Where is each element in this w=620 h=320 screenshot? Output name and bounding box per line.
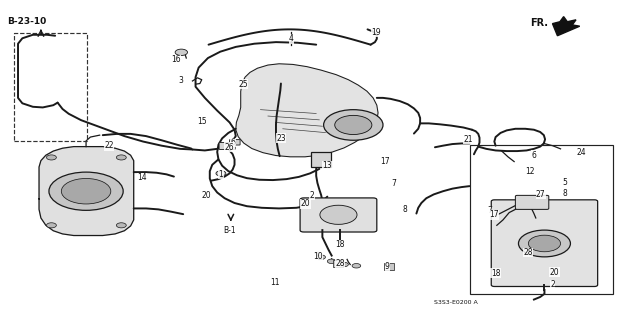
Text: 27: 27	[536, 189, 546, 199]
Circle shape	[46, 223, 56, 228]
Text: 6: 6	[531, 151, 536, 160]
Text: 18: 18	[491, 268, 500, 278]
Text: 1: 1	[218, 170, 223, 179]
Text: 7: 7	[487, 206, 492, 215]
Text: 12: 12	[525, 167, 534, 176]
Text: 26: 26	[225, 143, 234, 152]
Bar	[333, 260, 343, 268]
Text: 5: 5	[562, 178, 567, 187]
Text: 2: 2	[309, 190, 314, 200]
Circle shape	[335, 116, 372, 134]
Text: 14: 14	[137, 173, 146, 182]
Text: B-23-10: B-23-10	[7, 17, 46, 26]
Circle shape	[528, 235, 560, 252]
Text: 16: 16	[171, 55, 180, 64]
Circle shape	[352, 264, 361, 268]
Polygon shape	[39, 147, 134, 236]
Text: 11: 11	[270, 278, 280, 287]
Circle shape	[340, 262, 348, 267]
Text: 20: 20	[202, 190, 211, 200]
Text: 17: 17	[489, 210, 498, 219]
Text: 25: 25	[238, 80, 248, 89]
Circle shape	[61, 179, 111, 204]
Circle shape	[49, 172, 123, 210]
Polygon shape	[236, 64, 378, 157]
FancyBboxPatch shape	[515, 196, 549, 209]
Text: FR.: FR.	[530, 18, 548, 28]
Circle shape	[117, 155, 126, 160]
Text: 8: 8	[402, 205, 407, 214]
Text: 6: 6	[231, 138, 236, 147]
Text: 28: 28	[523, 248, 533, 257]
Text: 9: 9	[385, 262, 390, 271]
FancyBboxPatch shape	[219, 142, 235, 149]
Text: 17: 17	[381, 157, 390, 166]
Circle shape	[216, 171, 226, 176]
Text: S3S3-E0200 A: S3S3-E0200 A	[434, 300, 478, 305]
Text: 13: 13	[322, 161, 332, 170]
Text: 7: 7	[391, 180, 396, 188]
Text: 2: 2	[550, 280, 555, 289]
Text: 4: 4	[289, 35, 294, 44]
Text: 22: 22	[104, 141, 113, 150]
Bar	[384, 263, 394, 270]
Bar	[469, 145, 613, 294]
Text: 18: 18	[335, 240, 345, 249]
FancyBboxPatch shape	[300, 198, 377, 232]
Bar	[311, 152, 331, 167]
Text: 19: 19	[371, 28, 381, 37]
Text: 8: 8	[562, 189, 567, 198]
Circle shape	[518, 230, 570, 257]
Text: 28: 28	[335, 259, 345, 268]
Bar	[14, 33, 87, 141]
Circle shape	[317, 255, 326, 260]
Text: B-1: B-1	[223, 226, 236, 235]
Text: 3: 3	[179, 76, 184, 85]
Text: 24: 24	[576, 148, 586, 156]
Polygon shape	[552, 17, 580, 36]
Circle shape	[175, 49, 187, 55]
Circle shape	[320, 205, 357, 224]
Circle shape	[327, 259, 336, 264]
Text: 20: 20	[549, 268, 559, 277]
FancyBboxPatch shape	[491, 200, 598, 286]
Text: 15: 15	[198, 117, 207, 126]
Text: 10: 10	[313, 252, 323, 261]
Text: 21: 21	[464, 135, 473, 144]
Circle shape	[46, 155, 56, 160]
Text: 23: 23	[276, 134, 286, 143]
Circle shape	[324, 110, 383, 140]
Circle shape	[117, 223, 126, 228]
Text: 20: 20	[301, 199, 311, 208]
FancyBboxPatch shape	[229, 140, 240, 145]
